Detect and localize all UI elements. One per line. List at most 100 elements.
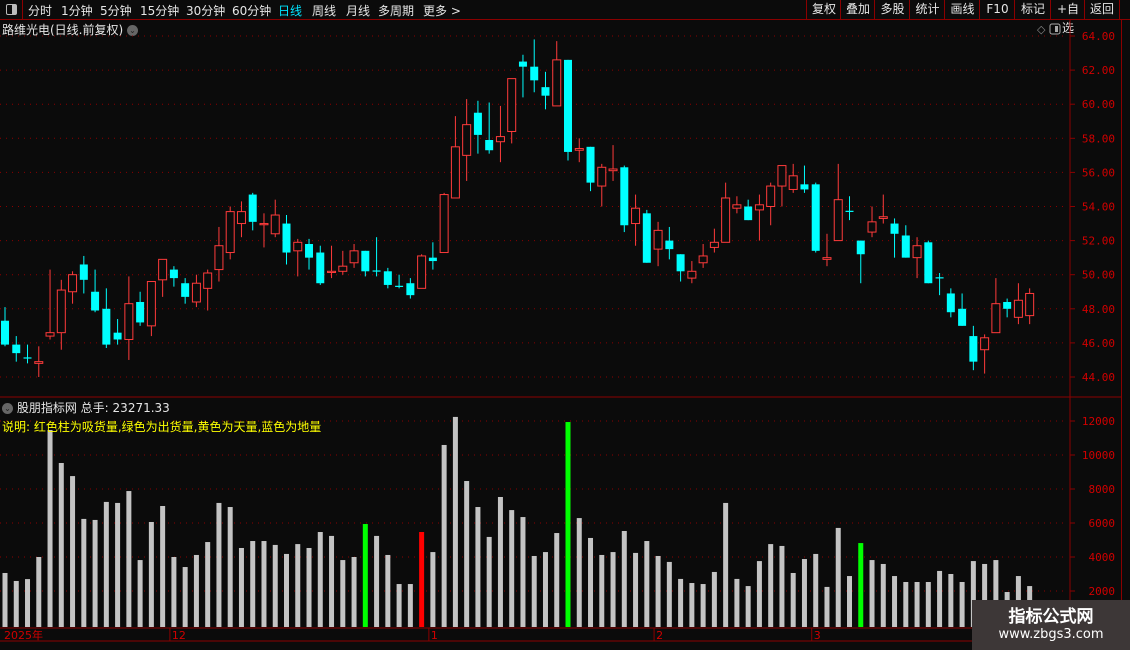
candle (45, 269, 55, 340)
volume-bar (216, 502, 222, 627)
candle (462, 99, 472, 181)
toolbar: 分时 1分钟 5分钟 15分钟 30分钟 60分钟 日线 周线 月线 多周期 更… (0, 0, 1130, 35)
statistics-button[interactable]: 统计 (909, 0, 945, 19)
mark-button[interactable]: 标记 (1014, 0, 1051, 19)
price-axis-label: 62.00 (1082, 64, 1115, 77)
candle-body (68, 274, 78, 293)
volume-bar (531, 555, 537, 627)
volume-bar (47, 430, 53, 627)
candle-body (788, 175, 798, 190)
candle (338, 250, 348, 275)
period-1min[interactable]: 1分钟 (61, 4, 93, 18)
period-15min[interactable]: 15分钟 (140, 4, 180, 18)
candle-body (518, 61, 527, 67)
volume-bar (633, 552, 639, 627)
candle (124, 276, 134, 360)
candle-body (316, 252, 325, 284)
volume-bar (621, 530, 627, 627)
candle (56, 279, 66, 350)
period-weekly[interactable]: 周线 (312, 4, 337, 18)
candle-body (811, 184, 820, 251)
diamond-icon[interactable]: ◇ (1037, 23, 1046, 36)
f10-button[interactable]: F10 (979, 0, 1015, 19)
volume-bar (892, 576, 898, 627)
candle-body (642, 213, 651, 263)
candle-body (800, 184, 809, 190)
candle (800, 165, 809, 193)
candle-body (450, 146, 460, 199)
candle-body (485, 140, 494, 151)
price-axis-label: 50.00 (1082, 269, 1115, 282)
candle-body (56, 289, 66, 334)
indicator-description: 说明: 红色柱为吸货量,绿色为出货量,黄色为天量,蓝色为地量 (2, 420, 322, 434)
candle (867, 206, 877, 238)
add-watchlist-button[interactable]: +自选 (1050, 0, 1085, 35)
volume-bar (284, 553, 289, 627)
volume-bar (441, 444, 447, 627)
total-value: 23271.33 (112, 401, 170, 415)
volume-bar (81, 518, 87, 627)
period-fenshi[interactable]: 分时 (28, 4, 53, 18)
multi-stock-button[interactable]: 多股 (874, 0, 910, 19)
candle (428, 242, 437, 270)
candle (597, 163, 607, 207)
period-5min[interactable]: 5分钟 (100, 4, 132, 18)
candle (236, 201, 246, 238)
period-30min[interactable]: 30分钟 (186, 4, 226, 18)
period-daily[interactable]: 日线 (278, 4, 303, 18)
candle-body (146, 281, 156, 327)
candles (1, 39, 1035, 377)
volume-bar (148, 521, 154, 627)
draw-line-button[interactable]: 画线 (944, 0, 980, 19)
back-button[interactable]: 返回 (1084, 0, 1120, 19)
candle (1025, 288, 1035, 325)
price-axis-label: 52.00 (1082, 235, 1115, 248)
candle-body (214, 245, 224, 271)
volume-bar (295, 544, 301, 627)
panel-toggle-icon[interactable] (1049, 23, 1061, 35)
volume-bar (847, 576, 852, 627)
candle (958, 293, 967, 326)
period-monthly[interactable]: 月线 (346, 4, 371, 18)
restore-rights-button[interactable]: 复权 (806, 0, 841, 19)
candle-body (991, 303, 1001, 334)
candle-body (45, 332, 55, 337)
overlay-button[interactable]: 叠加 (840, 0, 875, 19)
period-more[interactable]: 更多 > (423, 4, 461, 18)
volume-bar (982, 563, 988, 627)
volume-bar (959, 581, 965, 627)
volume-bar (407, 584, 413, 627)
candle (113, 319, 122, 345)
candle (890, 218, 899, 258)
period-60min[interactable]: 60分钟 (232, 4, 272, 18)
candle-body (113, 332, 122, 340)
candle (631, 194, 641, 246)
candle (878, 194, 888, 224)
candle-body (721, 197, 731, 243)
volume-bar (835, 527, 841, 627)
volume-bar (182, 567, 188, 627)
chevron-down-icon[interactable]: ⌄ (127, 25, 139, 36)
candle-body (236, 211, 246, 225)
candle (991, 278, 1001, 334)
period-multi[interactable]: 多周期 (378, 4, 415, 18)
volume-bar (779, 545, 785, 627)
candle (744, 199, 753, 221)
sidebar-toggle-icon[interactable] (0, 0, 23, 19)
chevron-down-icon[interactable]: ⌄ (2, 403, 13, 414)
watermark-title: 指标公式网 (1008, 607, 1094, 627)
candle (225, 206, 235, 260)
volume-bar (419, 532, 425, 627)
candle (214, 226, 224, 282)
volume-bar (756, 561, 762, 627)
candle-body (383, 271, 392, 285)
candle (406, 278, 415, 299)
volume-bar (554, 533, 560, 627)
candle (507, 78, 517, 144)
volume-axis-label: 6000 (1089, 517, 1116, 530)
volume-bar (644, 541, 650, 627)
volume-bar (385, 554, 391, 627)
candle-body (935, 277, 944, 279)
right-side-panel[interactable] (1121, 20, 1130, 630)
